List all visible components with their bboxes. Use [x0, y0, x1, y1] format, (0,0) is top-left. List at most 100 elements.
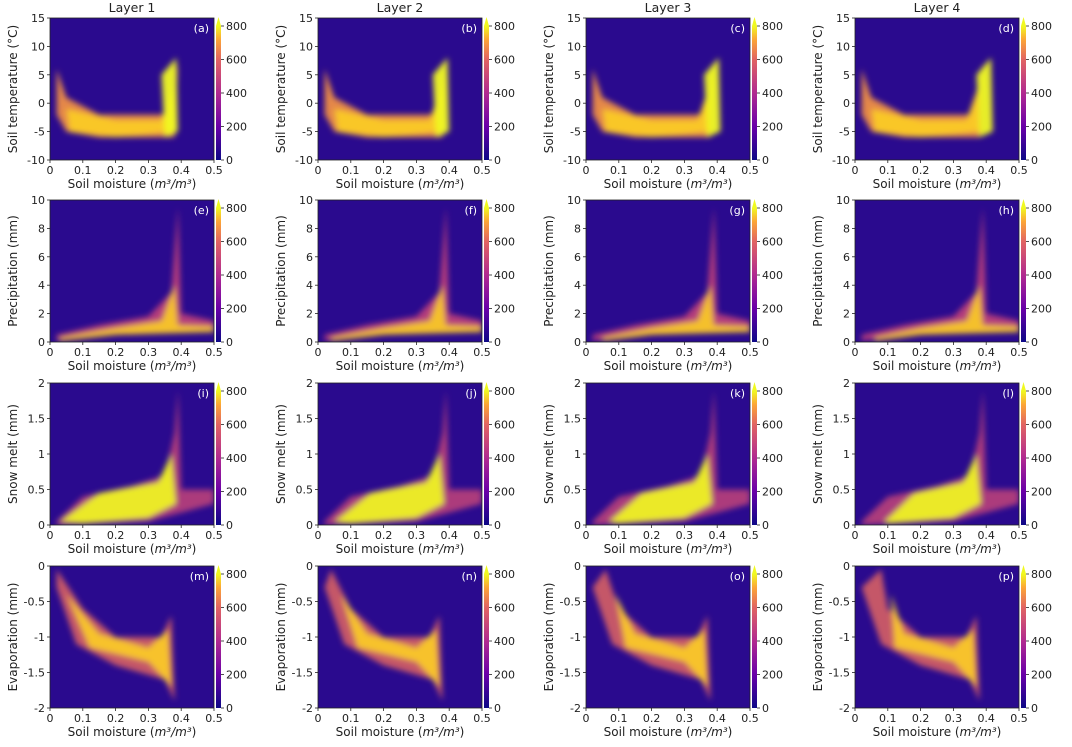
colorbar-tick-label: 800 [762, 20, 783, 33]
y-tick-label: 0 [574, 97, 581, 110]
x-tick-label: 0.4 [977, 164, 995, 177]
colorbar-tick-label: 800 [762, 202, 783, 215]
colorbar-extend-arrow [216, 199, 221, 208]
x-tick-label: 0.5 [741, 346, 759, 359]
column-title: Layer 3 [645, 0, 692, 15]
column-title: Layer 1 [109, 0, 156, 15]
colorbar [216, 574, 221, 708]
x-tick-label: 0.2 [375, 712, 393, 725]
x-axis-label-unit: m³/m³ [960, 359, 997, 373]
panel: 0 0.1 0.2 0.3 0.4 0.5 Soil moisture (m³/m³) -2 -… [542, 560, 783, 739]
colorbar-tick-label: 600 [226, 419, 247, 432]
y-tick-label: 10 [567, 40, 581, 53]
x-axis-label-unit: m³/m³ [691, 542, 728, 556]
x-axis-label-text: Soil moisture ( [336, 725, 423, 739]
x-axis-label: Soil moisture (m³/m³) [604, 177, 733, 191]
x-tick-label: 0.3 [945, 712, 963, 725]
x-axis-label-text: Soil moisture ( [336, 177, 423, 191]
x-axis-label-text: Soil moisture ( [873, 725, 960, 739]
heatmap-density [592, 569, 711, 701]
x-tick-label: 0 [47, 712, 54, 725]
colorbar-tick-label: 800 [226, 20, 247, 33]
x-tick-label: 0.2 [107, 529, 125, 542]
colorbar-tick-label: 600 [494, 602, 515, 615]
y-tick-label: -10 [832, 154, 850, 167]
y-tick-label: 1.5 [28, 413, 46, 426]
colorbar-tick-label: 0 [762, 336, 769, 349]
panel-label: (i) [197, 387, 209, 400]
x-axis-label-text: Soil moisture ( [68, 725, 155, 739]
heatmap-density-band [334, 91, 443, 138]
colorbar-extend-arrow [752, 17, 757, 26]
heatmap-density [324, 569, 443, 701]
heatmap-density [56, 569, 175, 701]
y-tick-label: -5 [839, 126, 850, 139]
colorbar-tick-label: 200 [494, 486, 515, 499]
colorbar-tick-label: 200 [494, 669, 515, 682]
x-tick-label: 0.3 [676, 164, 694, 177]
x-tick-label: 0.5 [205, 712, 223, 725]
x-tick-label: 0.4 [977, 712, 995, 725]
colorbar-tick-label: 800 [1031, 202, 1052, 215]
heatmap-density-band [66, 594, 172, 687]
x-axis-label-unit: m³/m³ [423, 725, 460, 739]
x-tick-label: 0.1 [610, 346, 628, 359]
x-axis-label-close: ) [192, 725, 197, 739]
heatmap-density-band [161, 57, 178, 138]
x-tick-label: 0.5 [741, 529, 759, 542]
x-axis-label: Soil moisture (m³/m³) [873, 725, 1002, 739]
colorbar-tick-label: 200 [762, 121, 783, 134]
y-axis-label: Precipitation (mm) [542, 215, 556, 327]
x-tick-label: 0.2 [643, 346, 661, 359]
x-axis-label-unit: m³/m³ [155, 177, 192, 191]
heatmap-density [324, 390, 482, 525]
x-tick-label: 0.1 [879, 164, 897, 177]
y-axis-label: Precipitation (mm) [6, 215, 20, 327]
x-axis-label-text: Soil moisture ( [873, 542, 960, 556]
x-tick-label: 0.3 [408, 346, 426, 359]
y-tick-label: 0 [574, 336, 581, 349]
colorbar-tick-label: 200 [762, 303, 783, 316]
colorbar [752, 208, 757, 342]
y-tick-label: 10 [836, 40, 850, 53]
heatmap-density-band [59, 454, 177, 524]
heatmap-density-band [884, 454, 982, 524]
heatmap-density-band [56, 569, 175, 701]
y-tick-label: 1 [843, 448, 850, 461]
y-tick-label: -1 [839, 631, 850, 644]
y-tick-label: -2 [570, 702, 581, 715]
x-tick-label: 0.1 [342, 164, 360, 177]
y-axis-label: Precipitation (mm) [811, 215, 825, 327]
x-tick-label: 0.3 [140, 529, 158, 542]
colorbar-tick-label: 200 [226, 669, 247, 682]
x-tick-label: 0.2 [912, 164, 930, 177]
colorbar-extend-arrow [1021, 199, 1026, 208]
colorbar-tick-label: 600 [762, 602, 783, 615]
y-tick-label: 0 [306, 519, 313, 532]
colorbar-tick-label: 0 [226, 154, 233, 167]
y-tick-label: 0.5 [296, 484, 314, 497]
y-tick-label: 8 [306, 222, 313, 235]
y-tick-label: 8 [574, 222, 581, 235]
x-tick-label: 0.4 [172, 712, 190, 725]
panel-label: (l) [1002, 387, 1014, 400]
heatmap-density [56, 390, 214, 525]
x-tick-label: 0.2 [107, 164, 125, 177]
x-tick-label: 0.3 [676, 529, 694, 542]
colorbar-extend-arrow [484, 17, 489, 26]
plot-frame [49, 17, 215, 161]
y-tick-label: 15 [31, 12, 45, 25]
colorbar-tick-label: 600 [494, 236, 515, 249]
colorbar-tick-label: 800 [762, 568, 783, 581]
heatmap-density-band [592, 569, 711, 701]
colorbar-tick-label: 0 [494, 702, 501, 715]
x-axis-label-text: Soil moisture ( [604, 177, 691, 191]
y-axis-label: Snow melt (mm) [542, 404, 556, 504]
x-axis-label-close: ) [192, 177, 197, 191]
colorbar-tick-label: 800 [226, 385, 247, 398]
x-tick-label: 0.3 [676, 712, 694, 725]
x-tick-label: 0.2 [643, 164, 661, 177]
panel: 0 0.1 0.2 0.3 0.4 0.5 Soil moisture (m³/m³) 0 2 4… [542, 194, 783, 373]
y-axis-label: Soil temperature (°C) [811, 25, 825, 153]
